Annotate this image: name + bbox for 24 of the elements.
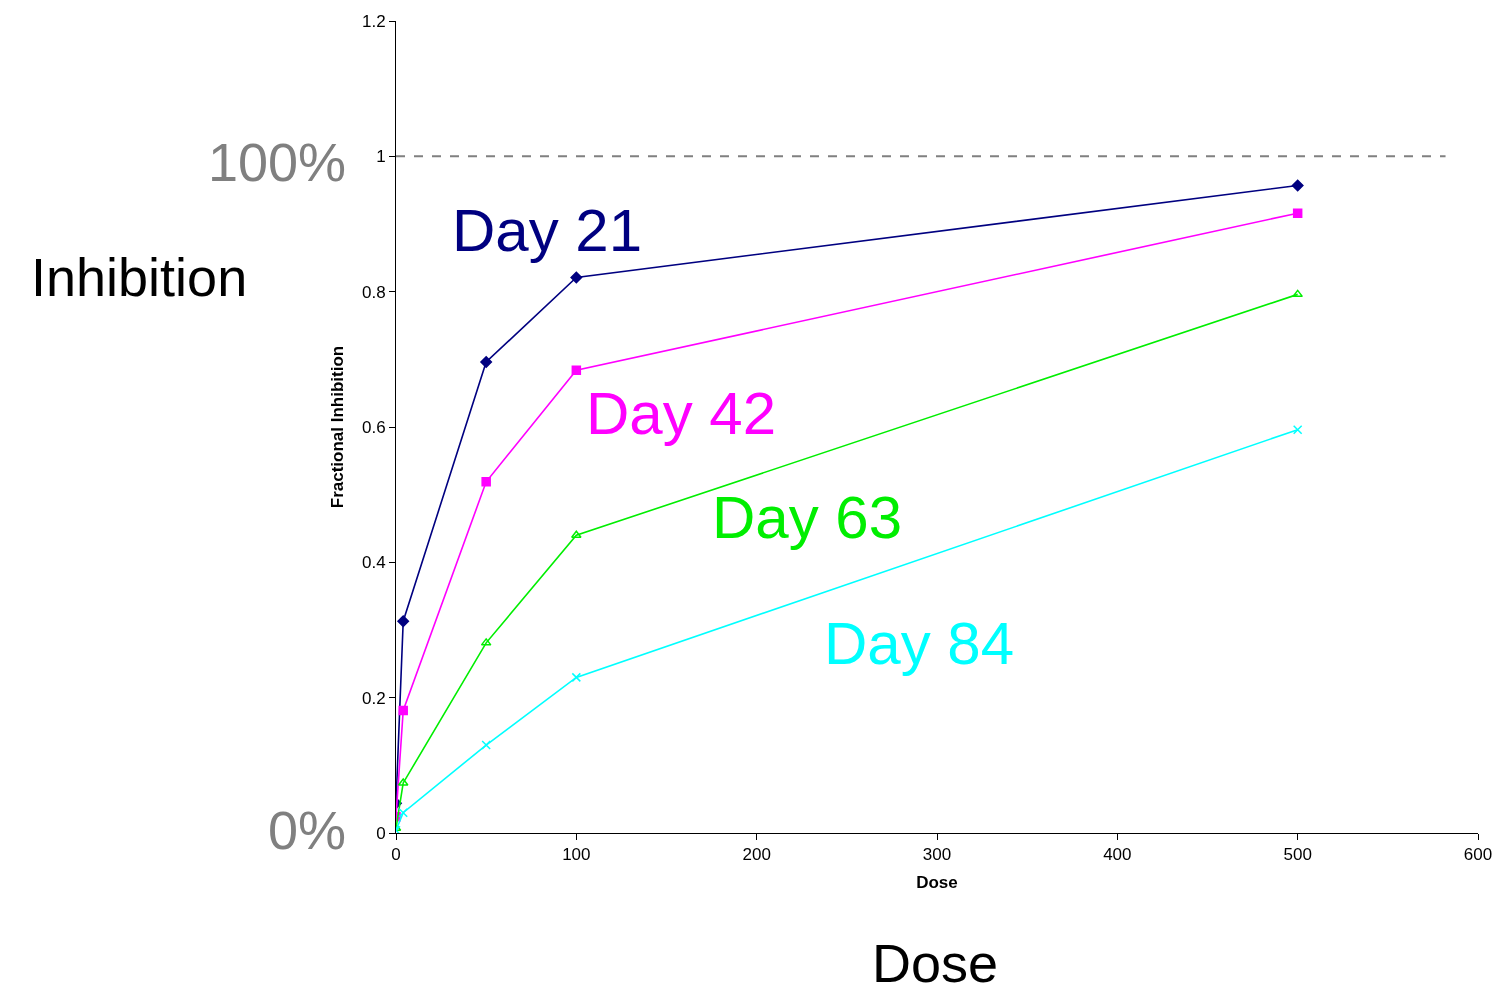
x-tick-label: 600 <box>1463 845 1493 865</box>
y-tick-label: 0.8 <box>361 282 386 302</box>
series-label: Day 63 <box>712 484 903 551</box>
x-tick-label: 200 <box>742 845 771 865</box>
y-tick-label: 0.2 <box>361 688 386 708</box>
series-label: Day 84 <box>824 610 1015 677</box>
x-tick-label: 300 <box>922 845 952 865</box>
text: Dose <box>872 933 999 990</box>
y-tick-label: 0 <box>376 823 386 843</box>
y-tick-label: 1 <box>376 147 386 167</box>
x-tick-label: 100 <box>562 845 591 865</box>
text: Inhibition <box>31 247 248 307</box>
x-tick-label: 500 <box>1283 845 1312 865</box>
x-tick-label: 0 <box>391 845 401 865</box>
y-axis-title: Fractional Inhibition <box>327 345 347 509</box>
y-tick-label: 0.4 <box>361 553 386 573</box>
series-label: Day 21 <box>452 197 643 264</box>
text: 100% <box>208 132 347 192</box>
y-tick-label: 0.6 <box>361 417 386 437</box>
x-axis-title: Dose <box>916 872 958 892</box>
text: 0% <box>268 800 347 860</box>
x-tick-label: 400 <box>1103 845 1132 865</box>
y-tick-label: 1.2 <box>361 11 386 31</box>
series-label: Day 42 <box>586 380 777 447</box>
